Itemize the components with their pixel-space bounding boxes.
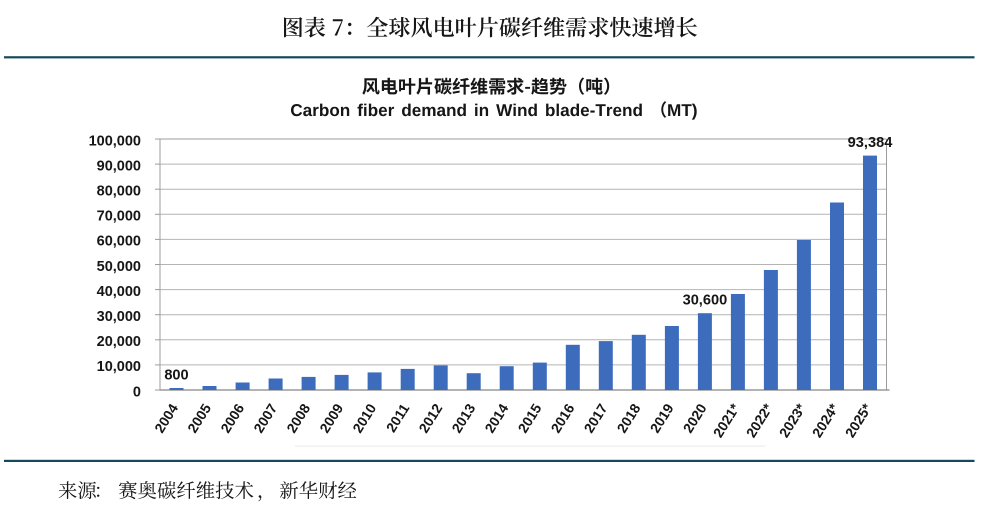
svg-text:2023*: 2023*	[776, 400, 809, 440]
svg-text:2021*: 2021*	[710, 400, 743, 440]
svg-text:2017: 2017	[580, 401, 610, 436]
svg-text:2025*: 2025*	[842, 400, 875, 440]
svg-text:2005: 2005	[184, 401, 214, 436]
svg-text:2004: 2004	[151, 401, 181, 436]
svg-text:100,000: 100,000	[89, 133, 141, 149]
svg-text:80,000: 80,000	[97, 184, 141, 200]
svg-text:2012: 2012	[415, 401, 445, 436]
svg-text:2024*: 2024*	[809, 400, 842, 440]
svg-text:2015: 2015	[514, 401, 544, 436]
svg-text:40,000: 40,000	[97, 284, 141, 300]
svg-text:93,384: 93,384	[848, 135, 894, 151]
svg-text:2011: 2011	[383, 401, 413, 435]
svg-text:50,000: 50,000	[97, 259, 141, 275]
svg-text:0: 0	[133, 384, 141, 400]
svg-text:90,000: 90,000	[97, 158, 141, 174]
svg-text:2020: 2020	[680, 401, 710, 436]
svg-text:2008: 2008	[283, 401, 313, 436]
svg-text:2019: 2019	[647, 401, 677, 436]
svg-text:20,000: 20,000	[97, 334, 141, 350]
svg-text:10,000: 10,000	[97, 359, 141, 375]
svg-text:30,000: 30,000	[97, 309, 141, 325]
svg-text:2016: 2016	[547, 401, 577, 436]
svg-text:60,000: 60,000	[97, 234, 141, 250]
svg-text:30,600: 30,600	[683, 293, 728, 309]
svg-text:2018: 2018	[613, 401, 643, 436]
svg-text:2009: 2009	[316, 401, 346, 436]
svg-text:2007: 2007	[250, 401, 280, 436]
svg-text:70,000: 70,000	[97, 209, 141, 225]
svg-text:2014: 2014	[481, 401, 511, 436]
svg-text:2010: 2010	[349, 401, 379, 436]
svg-text:2022*: 2022*	[743, 400, 776, 440]
svg-text:800: 800	[164, 368, 188, 384]
svg-text:2013: 2013	[448, 401, 478, 436]
svg-text:2006: 2006	[217, 401, 247, 436]
